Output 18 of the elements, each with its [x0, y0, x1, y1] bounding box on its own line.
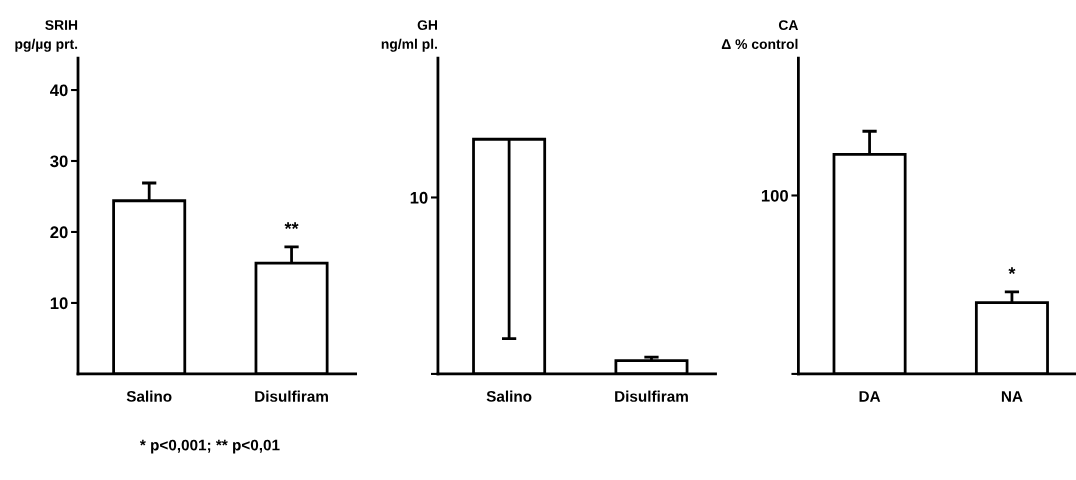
text: * p<0,001; ** p<0,01: [139, 439, 280, 454]
y-tick-label: 10: [410, 191, 428, 204]
x-tick-label: Disulfiram: [255, 390, 328, 402]
x-tick-label: Salino: [486, 390, 532, 402]
y-tick-label: 30: [50, 155, 68, 168]
x-tick-label: Disulfiram: [615, 390, 688, 402]
x-tick-label: DA: [859, 391, 881, 402]
y-axis-title: CA Δ % control: [721, 20, 799, 50]
x-tick-label: NA: [1001, 391, 1023, 402]
y-axis-title: GH ng/ml pl.: [381, 20, 437, 52]
x-tick-label: Salino: [126, 390, 172, 402]
y-tick-label: 100: [761, 189, 788, 202]
annotation: **: [284, 222, 299, 230]
y-axis-title: SRIH pg/µg prt.: [15, 20, 78, 52]
y-tick-label: 20: [50, 226, 68, 239]
y-tick-label: 10: [50, 297, 68, 310]
y-tick-label: 40: [50, 84, 68, 97]
annotation: *: [1008, 267, 1016, 275]
